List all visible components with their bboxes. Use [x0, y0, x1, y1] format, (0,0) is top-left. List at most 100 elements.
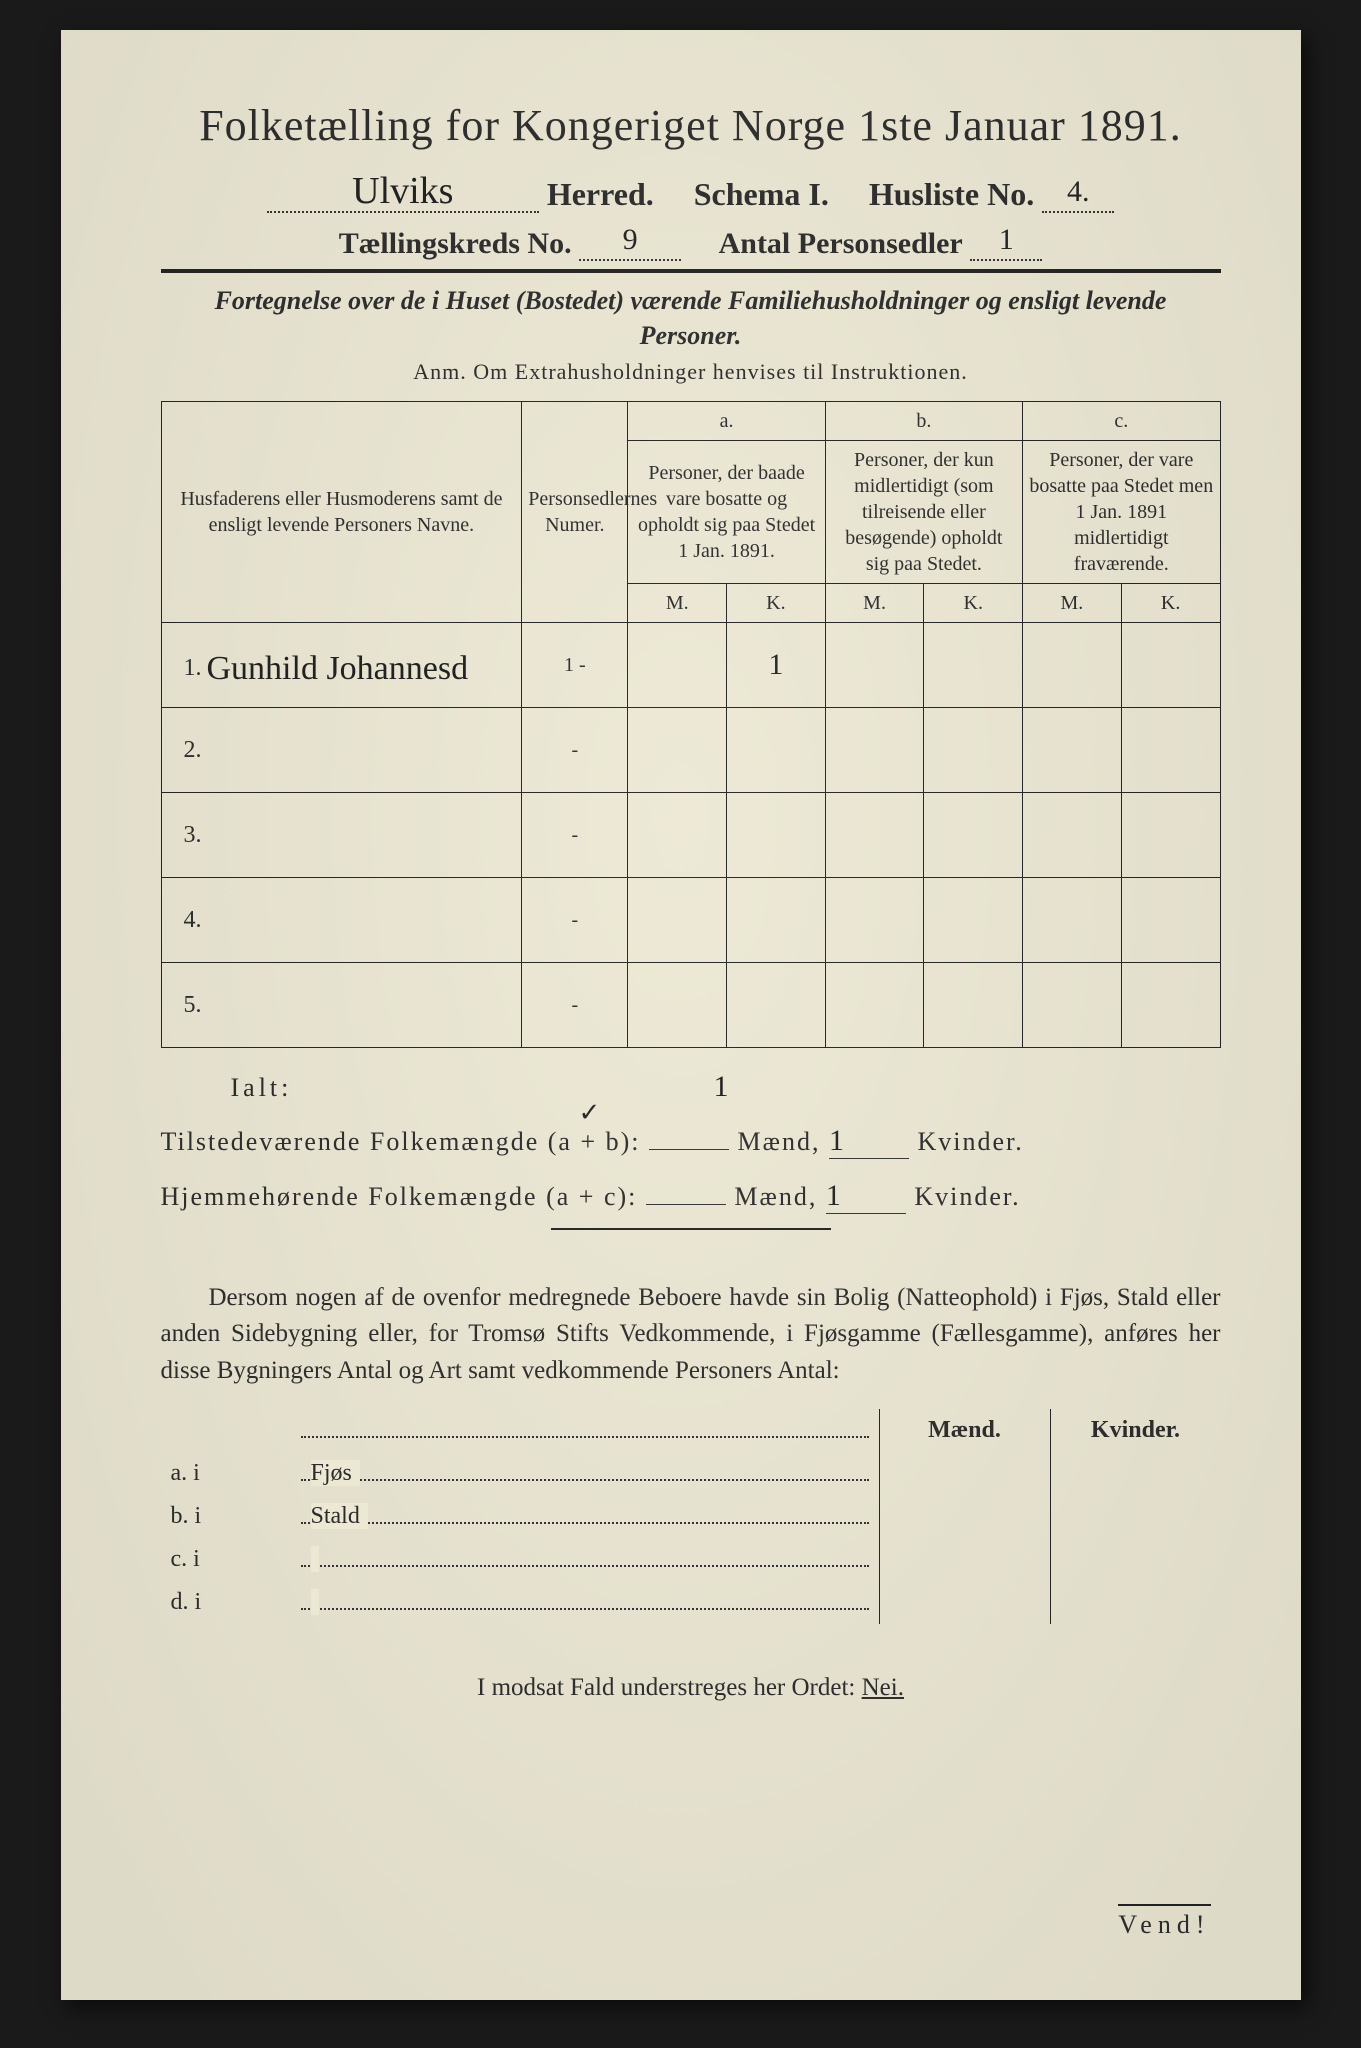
husliste-value: 4.	[1042, 172, 1114, 213]
antal-label: Antal Personsedler	[719, 227, 963, 260]
blist-key: b. i	[161, 1495, 301, 1538]
mk-k-label: Kvinder.	[1050, 1409, 1221, 1452]
col-b-m: M.	[825, 584, 924, 623]
ialt-label: Ialt:	[231, 1073, 461, 1103]
totals-ab-k: 1	[829, 1124, 909, 1159]
antal-handwritten: 1	[999, 223, 1014, 256]
totals-line-ac: Hjemmehørende Folkemængde (a + c): Mænd,…	[161, 1179, 1221, 1214]
blist-m	[879, 1452, 1050, 1495]
page-title: Folketælling for Kongeriget Norge 1ste J…	[161, 100, 1221, 151]
row-num: 2.	[172, 737, 202, 764]
list-item: d. i	[161, 1581, 1221, 1624]
col-b-top: b.	[825, 402, 1022, 441]
row-numer: -	[522, 878, 628, 963]
bolig-paragraph: Dersom nogen af de ovenfor medregnede Be…	[161, 1280, 1221, 1389]
col-a-k: K.	[727, 584, 826, 623]
row-num: 3.	[172, 822, 202, 849]
blist-label: Stald	[311, 1503, 368, 1529]
cell	[924, 623, 1023, 708]
row-num: 5.	[172, 992, 202, 1019]
census-table: Husfaderens eller Husmoderens samt de en…	[161, 401, 1221, 1048]
ialt-tick-icon: ✓	[579, 1098, 601, 1128]
col-c-top: c.	[1023, 402, 1220, 441]
ialt-row: Ialt: 1 ✓	[161, 1070, 1221, 1104]
row-name: Gunhild Johannesd	[207, 650, 469, 688]
col-c-m: M.	[1023, 584, 1122, 623]
col-b-k: K.	[924, 584, 1023, 623]
blist-k	[1050, 1538, 1221, 1581]
ialt-a-k: 1	[714, 1070, 729, 1103]
table-row: 5. -	[161, 963, 1220, 1048]
blist-m	[879, 1538, 1050, 1581]
vend-label: Vend!	[1118, 1904, 1210, 1940]
col-numer-header: Personsedlernes Numer.	[522, 402, 628, 623]
maend-label-2: Mænd,	[734, 1182, 817, 1211]
document-page: Folketælling for Kongeriget Norge 1ste J…	[61, 30, 1301, 2000]
bolig-table: Mænd. Kvinder. a. i Fjøs b. i Stald c. i	[161, 1409, 1221, 1624]
list-item: a. i Fjøs	[161, 1452, 1221, 1495]
antal-value: 1	[970, 223, 1042, 261]
maend-label: Mænd,	[738, 1127, 821, 1156]
totals-ab-k-val: 1	[829, 1124, 846, 1157]
blist-m	[879, 1581, 1050, 1624]
col-a-text: Personer, der baade vare bosatte og opho…	[628, 441, 825, 584]
totals-ac-m	[646, 1204, 726, 1205]
herred-handwritten: Ulviks	[352, 169, 453, 213]
blist-label	[311, 1589, 319, 1615]
nei-prefix: I modsat Fald understreges her Ordet:	[477, 1674, 855, 1701]
nei-word: Nei.	[862, 1674, 904, 1701]
anm-text: Anm. Om Extrahusholdninger henvises til …	[161, 359, 1221, 385]
census-tbody: 1. Gunhild Johannesd 1 - 1 2. - 3. -	[161, 623, 1220, 1048]
kvinder-label: Kvinder.	[917, 1127, 1023, 1156]
header-line-2: Tællingskreds No. 9 Antal Personsedler 1	[161, 223, 1221, 261]
list-item: c. i	[161, 1538, 1221, 1581]
blist-m	[879, 1495, 1050, 1538]
row-numer: 1 -	[522, 623, 628, 708]
kreds-handwritten: 9	[623, 223, 638, 256]
blist-label	[311, 1546, 319, 1572]
blist-k	[1050, 1581, 1221, 1624]
col-name-text: Husfaderens eller Husmoderens samt de en…	[180, 488, 502, 536]
schema-label: Schema I.	[694, 176, 829, 212]
totals-line-ab: Tilstedeværende Folkemængde (a + b): Mæn…	[161, 1124, 1221, 1159]
header-line-1: Ulviks Herred. Schema I. Husliste No. 4.	[161, 165, 1221, 213]
herred-value: Ulviks	[267, 165, 539, 213]
rule-1	[161, 269, 1221, 273]
col-c-k: K.	[1121, 584, 1220, 623]
cell	[628, 623, 727, 708]
table-row: 3. -	[161, 793, 1220, 878]
kvinder-label-2: Kvinder.	[914, 1182, 1020, 1211]
col-c-text: Personer, der vare bosatte paa Stedet me…	[1023, 441, 1220, 584]
table-row: 1. Gunhild Johannesd 1 - 1	[161, 623, 1220, 708]
totals-ac-k-val: 1	[826, 1179, 843, 1212]
table-row: 4. -	[161, 878, 1220, 963]
totals-ab-m	[649, 1149, 729, 1150]
col-a-top: a.	[628, 402, 825, 441]
husliste-label: Husliste No.	[869, 176, 1034, 212]
cell	[1023, 623, 1122, 708]
row-num: 4.	[172, 907, 202, 934]
herred-label: Herred.	[547, 176, 654, 212]
totals-ac-k: 1	[826, 1179, 906, 1214]
blist-key: c. i	[161, 1538, 301, 1581]
blist-label: Fjøs	[311, 1460, 360, 1486]
cell: 1	[768, 648, 783, 681]
kreds-label: Tællingskreds No.	[339, 227, 572, 260]
table-row: 2. -	[161, 708, 1220, 793]
lead-text: Fortegnelse over de i Huset (Bostedet) v…	[161, 283, 1221, 353]
husliste-handwritten: 4.	[1067, 175, 1090, 208]
totals-ab-label: Tilstedeværende Folkemængde (a + b):	[161, 1127, 641, 1156]
blist-k	[1050, 1452, 1221, 1495]
blist-k	[1050, 1495, 1221, 1538]
list-item: b. i Stald	[161, 1495, 1221, 1538]
blist-key: d. i	[161, 1581, 301, 1624]
row-numer: -	[522, 708, 628, 793]
blist-key: a. i	[161, 1452, 301, 1495]
nei-line: I modsat Fald understreges her Ordet: Ne…	[161, 1674, 1221, 1702]
scan-background: Folketælling for Kongeriget Norge 1ste J…	[0, 0, 1361, 2048]
totals-ac-label: Hjemmehørende Folkemængde (a + c):	[161, 1182, 638, 1211]
mk-m-label: Mænd.	[879, 1409, 1050, 1452]
row-numer: -	[522, 793, 628, 878]
cell	[1121, 623, 1220, 708]
col-name-header: Husfaderens eller Husmoderens samt de en…	[161, 402, 522, 623]
